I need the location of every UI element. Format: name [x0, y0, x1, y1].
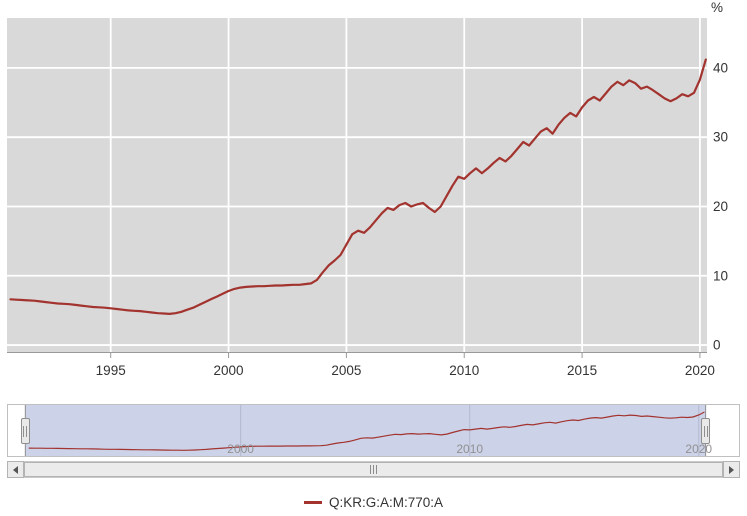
- scrollbar-grip-icon: [370, 465, 377, 474]
- navigator-canvas[interactable]: 2000 2010 2020: [7, 404, 740, 460]
- left-arrow-icon: [13, 465, 18, 474]
- svg-text:2020: 2020: [685, 363, 715, 378]
- svg-text:2020: 2020: [685, 442, 712, 456]
- legend: Q:KR:G:A:M:770:A: [0, 495, 747, 510]
- gridlines: [7, 18, 707, 352]
- plot-area: [7, 18, 707, 352]
- legend-item[interactable]: Q:KR:G:A:M:770:A: [303, 495, 444, 510]
- navigator-left-handle[interactable]: [20, 418, 30, 444]
- legend-label: Q:KR:G:A:M:770:A: [328, 495, 444, 510]
- svg-text:2010: 2010: [449, 363, 479, 378]
- x-axis-labels: 1995 2000 2005 2010 2015 2020: [96, 363, 715, 378]
- svg-text:2000: 2000: [227, 442, 254, 456]
- svg-text:2010: 2010: [456, 442, 483, 456]
- svg-text:2005: 2005: [331, 363, 361, 378]
- svg-text:2000: 2000: [214, 363, 244, 378]
- navigator-border: [7, 404, 740, 457]
- main-chart-canvas: 1995 2000 2005 2010 2015 2020 0 10 20 30 40%: [7, 0, 728, 378]
- navigator-selected-range[interactable]: [25, 404, 706, 457]
- navigator-right-handle[interactable]: [701, 418, 711, 444]
- right-arrow-icon: [729, 465, 734, 474]
- scrollbar[interactable]: [7, 461, 740, 478]
- svg-text:20: 20: [713, 199, 728, 214]
- scroll-left-button[interactable]: [7, 461, 24, 478]
- y-axis-labels: 0 10 20 30 40%: [711, 0, 728, 353]
- svg-text:1995: 1995: [96, 363, 126, 378]
- scrollbar-thumb[interactable]: [24, 462, 723, 477]
- svg-text:30: 30: [713, 130, 728, 145]
- svg-text:0: 0: [713, 338, 721, 353]
- svg-text:10: 10: [713, 268, 728, 283]
- y-axis-unit-label: %: [711, 0, 723, 15]
- x-axis-ticks: [110, 352, 701, 358]
- svg-text:2015: 2015: [567, 363, 597, 378]
- scroll-right-button[interactable]: [723, 461, 740, 478]
- series-line: [9, 58, 707, 315]
- svg-text:40: 40: [713, 60, 728, 75]
- navigator-series-line: [28, 411, 705, 451]
- scrollbar-track[interactable]: [24, 461, 723, 478]
- legend-line-swatch: [303, 501, 322, 504]
